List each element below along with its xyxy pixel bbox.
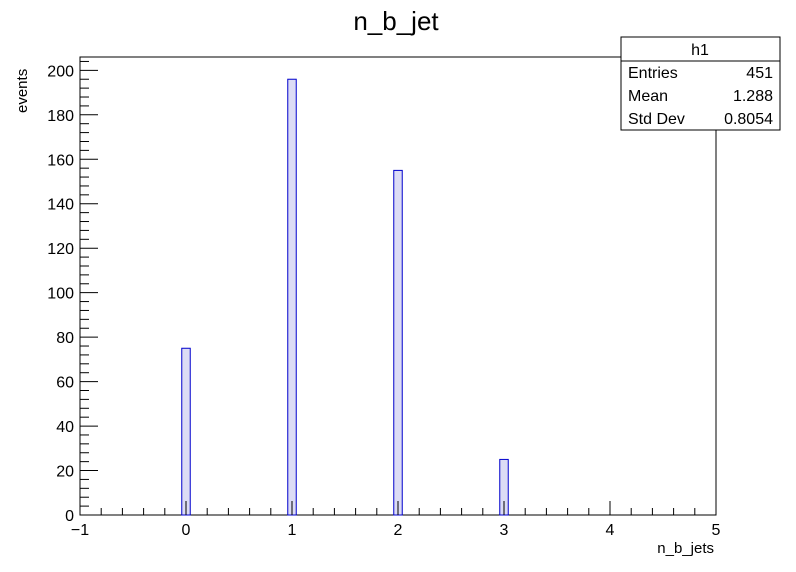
stats-box-title: h1 bbox=[691, 42, 709, 59]
y-axis-title: events bbox=[14, 69, 31, 113]
stats-stddev-label: Std Dev bbox=[628, 111, 685, 128]
chart-title: n_b_jet bbox=[353, 6, 439, 36]
stats-box: h1 Entries 451 Mean 1.288 Std Dev 0.8054 bbox=[620, 36, 781, 131]
bar-2 bbox=[393, 169, 403, 516]
y-tick-label: 80 bbox=[56, 330, 74, 347]
y-tick-label: 200 bbox=[47, 63, 74, 80]
x-tick-label: 3 bbox=[500, 522, 509, 539]
y-tick-label: 180 bbox=[47, 108, 74, 125]
bars-group bbox=[181, 78, 509, 516]
x-tick-label: 1 bbox=[288, 522, 297, 539]
stats-entries-value: 451 bbox=[746, 65, 773, 82]
bar-0 bbox=[181, 347, 191, 516]
stats-stddev-value: 0.8054 bbox=[724, 111, 773, 128]
stats-mean-value: 1.288 bbox=[733, 88, 773, 105]
stats-entries-label: Entries bbox=[628, 65, 678, 82]
y-tick-label: 40 bbox=[56, 419, 74, 436]
y-axis: 0 20 40 60 80 100 120 140 160 180 200 bbox=[47, 60, 98, 525]
x-tick-label: 0 bbox=[182, 522, 191, 539]
y-tick-label: 140 bbox=[47, 197, 74, 214]
y-tick-label: 120 bbox=[47, 241, 74, 258]
y-tick-label: 20 bbox=[56, 464, 74, 481]
x-tick-label: 5 bbox=[712, 522, 721, 539]
x-tick-label: −1 bbox=[71, 522, 89, 539]
y-tick-label: 160 bbox=[47, 152, 74, 169]
bar-1 bbox=[287, 78, 297, 516]
stats-mean-label: Mean bbox=[628, 88, 668, 105]
x-axis: −1 0 1 2 3 4 5 bbox=[71, 501, 721, 539]
x-tick-label: 2 bbox=[394, 522, 403, 539]
x-axis-title: n_b_jets bbox=[657, 540, 714, 557]
x-tick-label: 4 bbox=[606, 522, 615, 539]
y-tick-label: 60 bbox=[56, 375, 74, 392]
y-tick-label: 100 bbox=[47, 286, 74, 303]
y-tick-label: 0 bbox=[65, 508, 74, 525]
